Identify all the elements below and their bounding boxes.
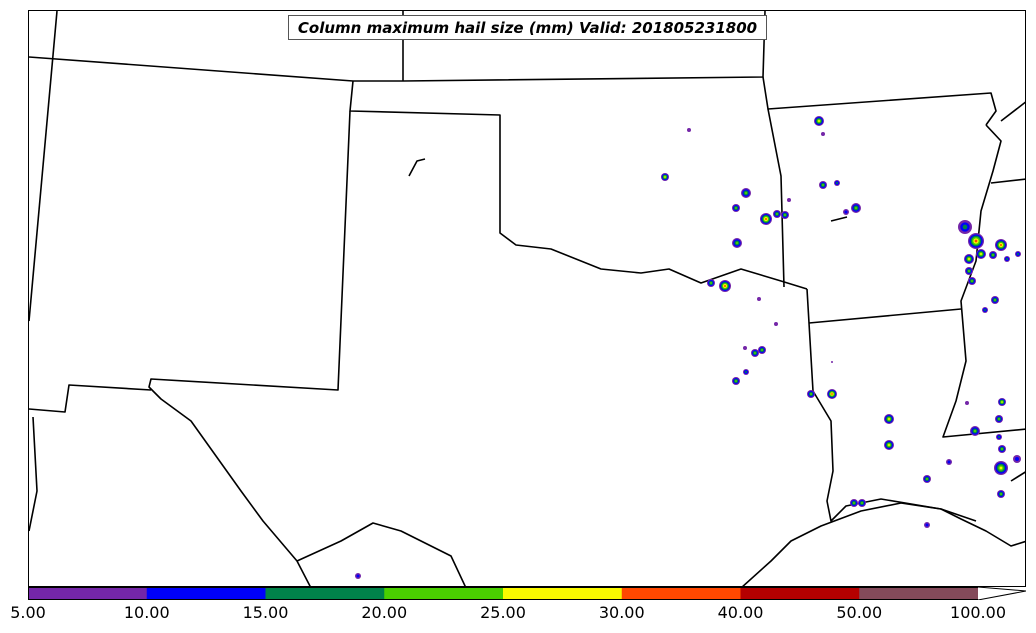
hail-cell: [732, 238, 742, 248]
hail-cell: [995, 415, 1003, 423]
colorbar-extend-arrow: [977, 587, 1026, 600]
hail-cell: [982, 307, 988, 313]
hail-cell: [821, 132, 825, 136]
hail-cell: [995, 239, 1007, 251]
colorbar-label: 30.00: [598, 603, 645, 622]
hail-cell: [741, 188, 751, 198]
hail-cell: [834, 180, 840, 186]
hail-cell: [760, 213, 772, 225]
hail-cell: [998, 445, 1006, 453]
colorbar-label: 20.00: [361, 603, 408, 622]
colorbar-segment: [859, 587, 979, 600]
hail-cell: [997, 490, 1005, 498]
hail-cell: [355, 573, 361, 579]
hail-cell: [819, 181, 827, 189]
colorbar-segment: [265, 587, 385, 600]
hail-cell: [774, 322, 778, 326]
hail-cell: [687, 128, 691, 132]
map-panel: [28, 10, 1026, 587]
hail-cell: [923, 475, 931, 483]
colorbar-label: 100.00: [950, 603, 1006, 622]
hail-cell: [968, 233, 984, 249]
colorbar-label: 25.00: [480, 603, 526, 622]
map-title: Column maximum hail size (mm) Valid: 201…: [297, 18, 758, 37]
hail-cell: [946, 459, 952, 465]
state-boundaries: [29, 11, 1025, 586]
colorbar-label: 15.00: [242, 603, 289, 622]
hail-cell: [965, 401, 969, 405]
hail-cell: [743, 369, 749, 375]
border-ar-tn: [990, 178, 1025, 184]
hail-cell: [743, 346, 747, 350]
hail-cell: [1013, 455, 1021, 463]
hail-cell: [661, 173, 669, 181]
hail-cell: [968, 277, 976, 285]
border-nm: [148, 110, 351, 586]
hail-cell: [989, 251, 997, 259]
hail-cell: [858, 499, 866, 507]
hail-cell: [991, 296, 999, 304]
colorbar-segment: [503, 587, 623, 600]
hail-cell: [1004, 256, 1010, 262]
colorbar-label: 10.00: [123, 603, 170, 622]
hail-cell: [732, 377, 740, 385]
map-canvas: [29, 11, 1025, 586]
colorbar-segment: [621, 587, 741, 600]
hail-cell: [964, 254, 974, 264]
border-tx-mexico: [296, 522, 466, 586]
colorbar: [28, 587, 1026, 600]
border-ks-mo: [762, 76, 997, 126]
hail-cell: [1015, 251, 1021, 257]
hail-cell: [827, 389, 837, 399]
colorbar-segment: [28, 587, 148, 600]
hail-cell: [965, 267, 973, 275]
hail-cell: [807, 390, 815, 398]
border-ms-river: [942, 124, 1025, 438]
hail-cell: [831, 361, 833, 363]
hail-cell: [924, 522, 930, 528]
hail-cells: [355, 116, 1021, 579]
border-ar-la: [808, 308, 962, 324]
border-co-ks-ok: [349, 80, 808, 290]
hail-cell: [707, 279, 715, 287]
colorbar-segment: [384, 587, 504, 600]
hail-cell: [773, 210, 781, 218]
hail-cell: [751, 349, 759, 357]
border-tx-la: [806, 288, 977, 522]
gulf-coast: [742, 502, 1025, 586]
hail-cell: [850, 499, 858, 507]
hail-cell: [719, 280, 731, 292]
hail-cell: [732, 204, 740, 212]
hail-cell: [787, 198, 791, 202]
hail-cell: [998, 398, 1006, 406]
hail-cell: [851, 203, 861, 213]
hail-cell: [884, 414, 894, 424]
hail-cell: [976, 249, 986, 259]
map-title-box: Column maximum hail size (mm) Valid: 201…: [288, 15, 767, 40]
hail-cell: [814, 116, 824, 126]
hail-cell: [781, 211, 789, 219]
colorbar-labels: 5.00 10.00 15.00 20.00 25.00 30.00 40.00 50.00 1…: [0, 603, 1036, 627]
hail-cell: [996, 434, 1002, 440]
border-az-nm: [29, 384, 152, 413]
hail-cell: [757, 297, 761, 301]
hail-cell: [958, 220, 972, 234]
hail-cell: [843, 209, 849, 215]
hail-cell: [758, 346, 766, 354]
hail-cell: [994, 461, 1008, 475]
colorbar-label: 50.00: [836, 603, 883, 622]
hail-cell: [970, 426, 980, 436]
hail-cell: [884, 440, 894, 450]
colorbar-segment: [146, 587, 266, 600]
colorbar-segments: [28, 587, 979, 600]
colorbar-segment: [740, 587, 860, 600]
colorbar-label: 5.00: [10, 603, 46, 622]
border-ok-east: [767, 108, 785, 288]
colorbar-label: 40.00: [717, 603, 764, 622]
